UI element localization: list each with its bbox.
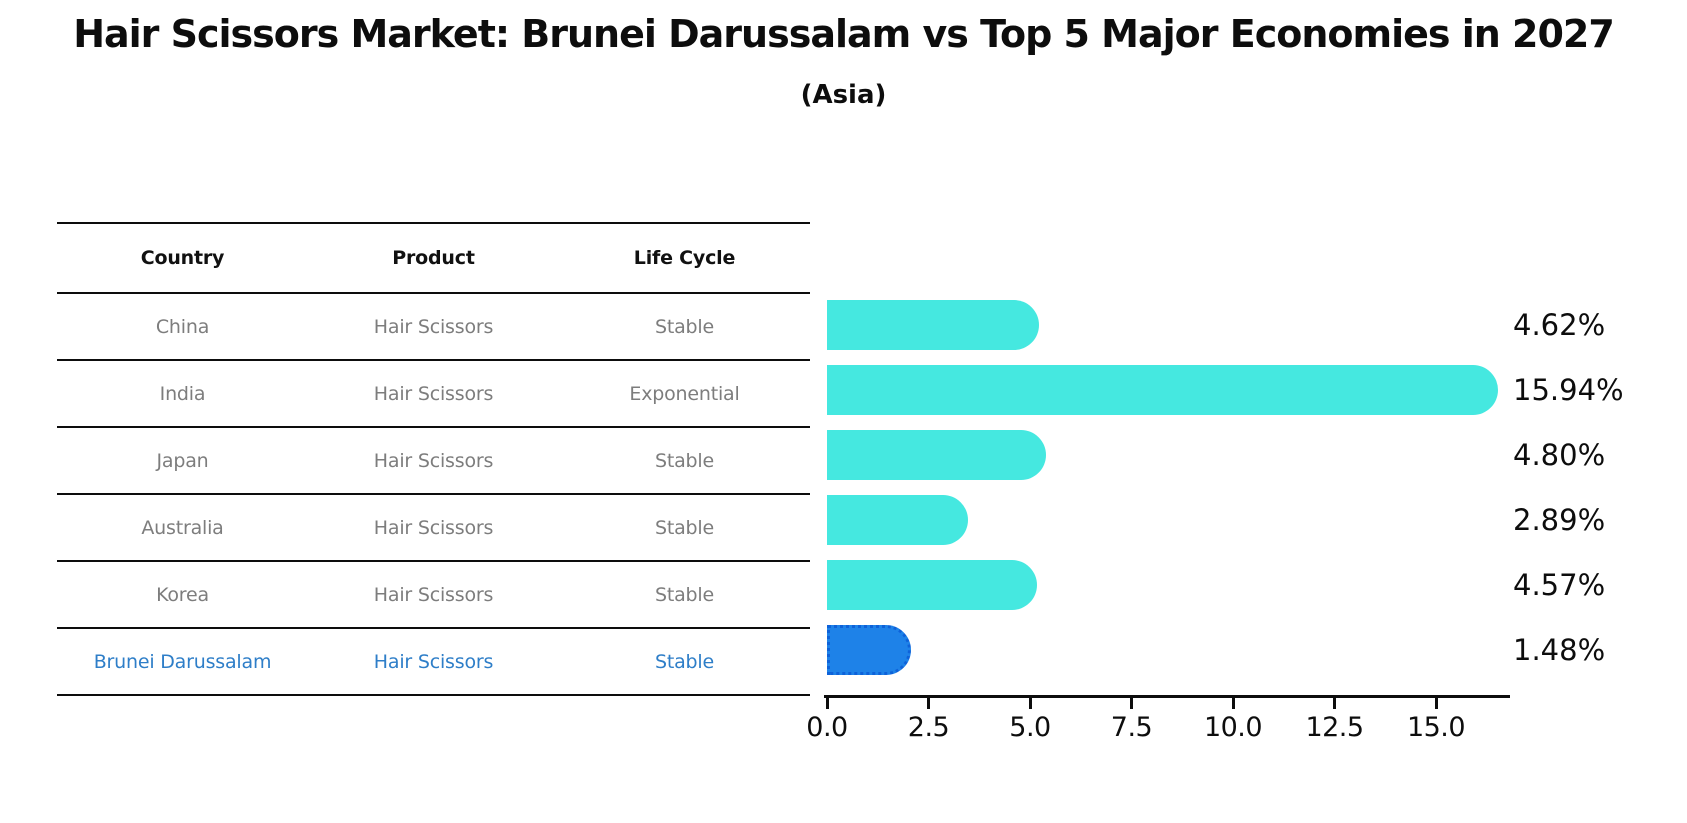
bar-australia xyxy=(827,495,969,545)
table-header-row: Country Product Life Cycle xyxy=(57,222,810,292)
x-tick-mark xyxy=(927,697,930,709)
column-header-country: Country xyxy=(140,247,225,269)
x-tick-label: 0.0 xyxy=(806,712,848,743)
table-row: India Hair Scissors Exponential xyxy=(57,359,810,426)
cell-life-cycle: Stable xyxy=(655,650,714,673)
cell-life-cycle: Stable xyxy=(655,449,714,472)
cell-life-cycle: Stable xyxy=(655,516,714,539)
table-row: Korea Hair Scissors Stable xyxy=(57,560,810,627)
comparison-table: Country Product Life Cycle China Hair Scisso… xyxy=(57,222,810,696)
cell-product: Hair Scissors xyxy=(373,315,494,338)
x-tick-mark xyxy=(1231,697,1235,709)
cell-country: China xyxy=(155,315,210,338)
value-label: 4.62% xyxy=(1513,308,1606,342)
cell-country: Australia xyxy=(141,516,224,539)
bar-korea xyxy=(827,560,1037,610)
table-row: China Hair Scissors Stable xyxy=(57,292,810,359)
cell-product: Hair Scissors xyxy=(373,516,494,539)
x-tick-label: 5.0 xyxy=(1009,712,1051,743)
cell-product: Hair Scissors xyxy=(373,449,494,472)
cell-life-cycle: Stable xyxy=(655,315,714,338)
cell-country: Korea xyxy=(156,583,209,606)
cell-product: Hair Scissors xyxy=(373,382,494,405)
x-tick-label: 10.0 xyxy=(1203,712,1263,743)
x-tick-mark xyxy=(1028,697,1032,709)
table-row: Brunei Darussalam Hair Scissors Stable xyxy=(57,627,810,694)
x-tick-mark xyxy=(825,697,829,709)
x-tick-mark xyxy=(1333,697,1336,709)
column-header-product: Product xyxy=(392,247,475,269)
cell-product: Hair Scissors xyxy=(373,650,494,673)
cell-country: Japan xyxy=(156,449,209,472)
cell-life-cycle: Exponential xyxy=(629,382,740,405)
bar-china xyxy=(827,300,1039,350)
x-tick-label: 2.5 xyxy=(907,712,950,743)
bar-india xyxy=(827,365,1499,415)
cell-country: India xyxy=(159,382,206,405)
cell-life-cycle: Stable xyxy=(655,583,714,606)
value-label: 2.89% xyxy=(1513,503,1606,537)
value-label: 15.94% xyxy=(1513,373,1624,407)
table-row: Japan Hair Scissors Stable xyxy=(57,426,810,493)
value-label: 1.48% xyxy=(1513,633,1606,667)
x-tick-label: 15.0 xyxy=(1406,712,1466,743)
chart-subtitle: (Asia) xyxy=(800,80,887,110)
bar-highlight-brunei-darussalam xyxy=(827,625,912,675)
bar-japan xyxy=(827,430,1046,480)
x-tick-label: 7.5 xyxy=(1110,712,1153,743)
x-axis-line xyxy=(824,695,1511,698)
x-tick-label: 12.5 xyxy=(1305,712,1364,743)
chart-title: Hair Scissors Market: Brunei Darussalam … xyxy=(73,12,1615,56)
cell-product: Hair Scissors xyxy=(373,583,494,606)
column-header-life-cycle: Life Cycle xyxy=(633,247,736,269)
value-label: 4.57% xyxy=(1513,568,1606,602)
value-label: 4.80% xyxy=(1513,438,1606,472)
x-tick-mark xyxy=(1434,697,1438,709)
cell-country: Brunei Darussalam xyxy=(93,650,272,673)
table-row: Australia Hair Scissors Stable xyxy=(57,493,810,560)
x-tick-mark xyxy=(1130,697,1133,709)
